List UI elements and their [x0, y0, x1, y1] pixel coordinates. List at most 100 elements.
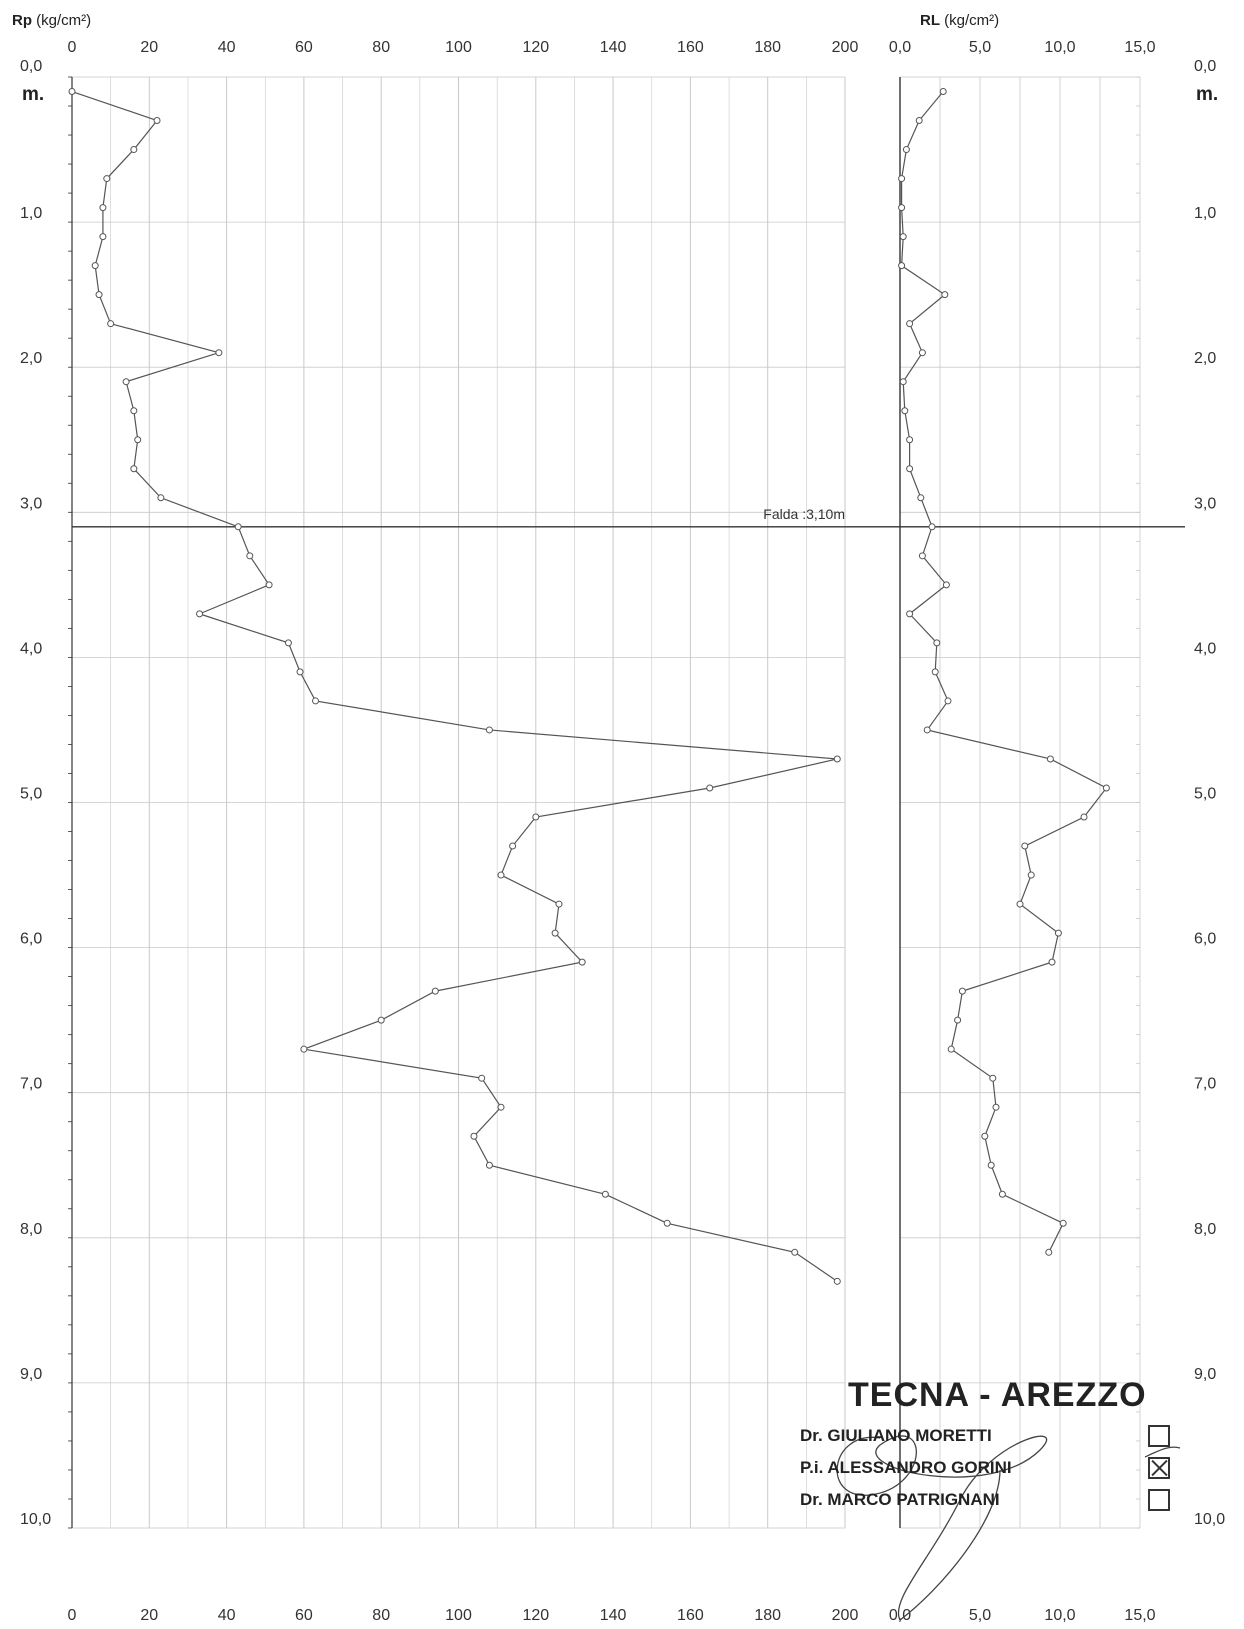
rp-series-point [791, 1248, 799, 1256]
rp-series-point [153, 117, 161, 125]
rp-x-tick-label: 20 [140, 1607, 158, 1624]
rl-axis-title: RL (kg/cm²) [920, 12, 999, 29]
tick-labels: Falda :3,10m 0 0 20 20 40 40 60 60 80 80 100 100 120 1… [20, 39, 1225, 1624]
rl-series-point [954, 1016, 962, 1024]
rl-x-tick-label: 10,0 [1044, 1607, 1075, 1624]
grid-lines [71, 76, 1141, 1529]
rl-series-point [1016, 900, 1024, 908]
rl-series-point [906, 465, 914, 473]
rl-series-point [1021, 842, 1029, 850]
rp-x-tick-label: 40 [218, 1607, 236, 1624]
rp-series-point [485, 726, 493, 734]
rl-x-tick-label: 15,0 [1124, 39, 1155, 56]
rl-series-point [898, 204, 906, 212]
rl-series-point [987, 1161, 995, 1169]
rp-series-point [234, 523, 242, 531]
rp-series-point [296, 668, 304, 676]
rl-series-point [902, 146, 910, 154]
rp-series-point [833, 1277, 841, 1285]
rp-axis-symbol: Rp [12, 12, 32, 29]
depth-tick-label-left: 3,0 [20, 495, 42, 512]
rp-series-point [300, 1045, 308, 1053]
firm-name-label: Dr. GIULIANO MORETTI [800, 1426, 992, 1445]
rp-x-tick-label: 120 [522, 1607, 549, 1624]
rl-series-point [941, 291, 949, 299]
signature-stroke [1144, 1446, 1181, 1458]
rl-series-point [918, 552, 926, 560]
rl-series-point [928, 523, 936, 531]
rl-series-point [1045, 1248, 1053, 1256]
rp-x-tick-label: 100 [445, 39, 472, 56]
rl-series-point [1080, 813, 1088, 821]
firm-name-row: Dr. GIULIANO MORETTI [800, 1425, 1170, 1447]
rp-series-point [509, 842, 517, 850]
depth-tick-label-right: 7,0 [1194, 1076, 1216, 1093]
rp-series-point [555, 900, 563, 908]
depth-tick-label-right: 2,0 [1194, 350, 1216, 367]
rp-series-point [122, 378, 130, 386]
depth-tick-label-left: 9,0 [20, 1366, 42, 1383]
depth-tick-label-right: 1,0 [1194, 205, 1216, 222]
depth-tick-label-right: 3,0 [1194, 495, 1216, 512]
rp-series-point [497, 871, 505, 879]
depth-tick-label-right: 0,0 [1194, 58, 1216, 75]
rp-series-point [130, 465, 138, 473]
rl-axis-unit: (kg/cm²) [944, 12, 1000, 29]
rp-series-point [130, 407, 138, 415]
rp-series-point [284, 639, 292, 647]
rl-series-point [1046, 755, 1054, 763]
rl-series-point [906, 610, 914, 618]
rp-x-tick-label: 0 [68, 1607, 77, 1624]
rp-series-point [91, 262, 99, 270]
firm-name-row: Dr. MARCO PATRIGNANI [800, 1489, 1170, 1511]
rp-x-tick-label: 200 [832, 1607, 859, 1624]
rp-series-point [578, 958, 586, 966]
axes [68, 76, 1185, 1529]
rp-series-point [532, 813, 540, 821]
rl-axis-symbol: RL [920, 12, 940, 29]
depth-tick-label-left: 2,0 [20, 350, 42, 367]
rp-x-tick-label: 200 [832, 39, 859, 56]
rl-series-point [998, 1190, 1006, 1198]
rl-series-point [942, 581, 950, 589]
firm-name-label: Dr. MARCO PATRIGNANI [800, 1490, 1000, 1509]
rp-x-tick-label: 80 [372, 39, 390, 56]
rl-x-tick-label: 10,0 [1044, 39, 1075, 56]
rp-series-point [431, 987, 439, 995]
depth-tick-label-left: 4,0 [20, 640, 42, 657]
rl-series-point [899, 378, 907, 386]
rp-series-point [196, 610, 204, 618]
rp-series-point [246, 552, 254, 560]
depth-tick-label-right: 10,0 [1194, 1511, 1225, 1528]
rl-x-tick-label: 5,0 [969, 1607, 991, 1624]
rp-x-tick-label: 0 [68, 39, 77, 56]
rp-series-point [485, 1161, 493, 1169]
firm-name-checkbox [1148, 1425, 1170, 1447]
rp-series-point [311, 697, 319, 705]
rl-series-point [1054, 929, 1062, 937]
rl-series-point [898, 175, 906, 183]
rp-x-tick-label: 120 [522, 39, 549, 56]
rp-series-point [377, 1016, 385, 1024]
rl-series-point [915, 117, 923, 125]
rl-series-point [947, 1045, 955, 1053]
rp-series-point [497, 1103, 505, 1111]
rl-series-point [933, 639, 941, 647]
rl-series-point [906, 320, 914, 328]
rl-series-point [918, 349, 926, 357]
depth-tick-label-left: 10,0 [20, 1511, 51, 1528]
rl-series-point [1059, 1219, 1067, 1227]
rp-series-point [551, 929, 559, 937]
rp-x-tick-label: 40 [218, 39, 236, 56]
depth-tick-label-left: 8,0 [20, 1221, 42, 1238]
rl-x-tick-label: 0,0 [889, 1607, 911, 1624]
rl-series-point [1027, 871, 1035, 879]
signature-stroke [836, 1435, 1048, 1621]
rl-series-point [923, 726, 931, 734]
depth-tick-label-right: 5,0 [1194, 786, 1216, 803]
rp-series-point [157, 494, 165, 502]
rp-x-tick-label: 100 [445, 1607, 472, 1624]
handwritten-signature [836, 1435, 1181, 1621]
rp-series-line [71, 90, 838, 1282]
